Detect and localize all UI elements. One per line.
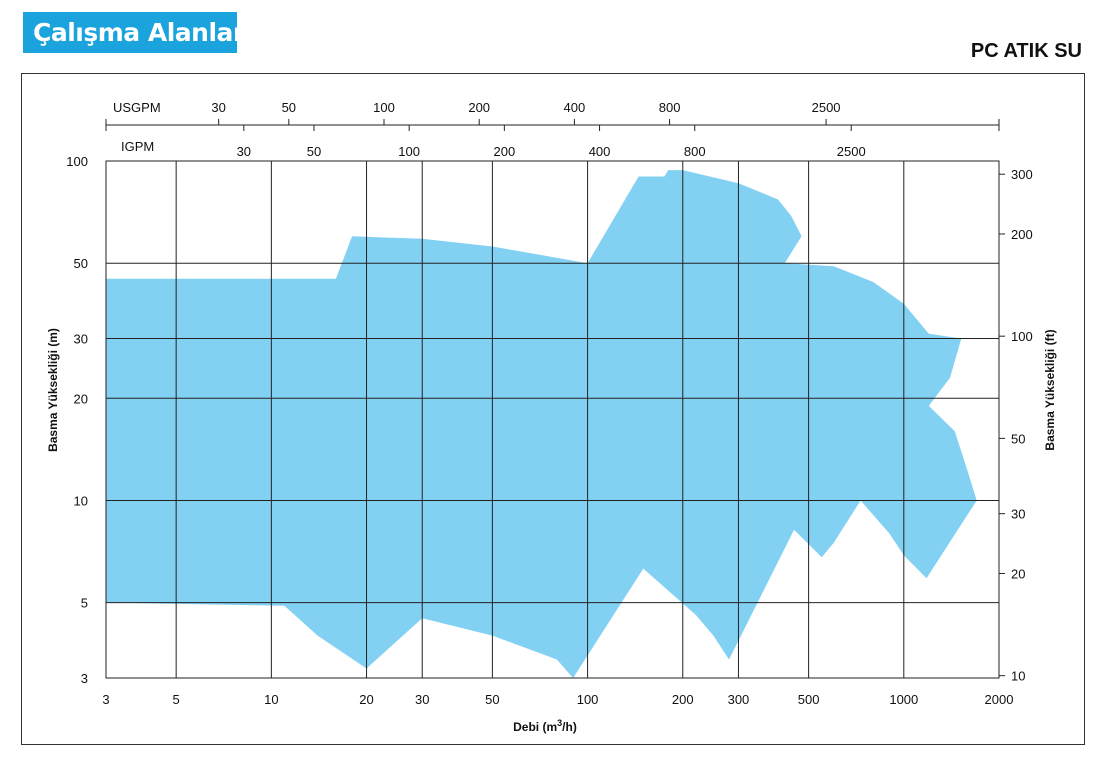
x-tick-label: 200 xyxy=(672,692,694,707)
y-right-tick-label: 20 xyxy=(1011,566,1025,581)
x-axis-title: Debi (m3/h) xyxy=(513,718,577,734)
y-tick-label: 50 xyxy=(74,256,88,271)
x-tick-label: 3 xyxy=(102,692,109,707)
x-tick-label: 500 xyxy=(798,692,820,707)
x-tick-label: 1000 xyxy=(889,692,918,707)
y-right-tick-label: 30 xyxy=(1011,507,1025,522)
y-right-tick-label: 50 xyxy=(1011,431,1025,446)
y-tick-label: 3 xyxy=(81,671,88,686)
igpm-tick-label: 50 xyxy=(307,144,321,159)
igpm-tick-label: 200 xyxy=(494,144,516,159)
y-tick-label: 10 xyxy=(74,493,88,508)
igpm-tick-label: 800 xyxy=(684,144,706,159)
igpm-tick-label: 30 xyxy=(237,144,251,159)
usgpm-tick-label: 800 xyxy=(659,100,681,115)
usgpm-tick-label: 2500 xyxy=(812,100,841,115)
y-tick-label: 30 xyxy=(74,332,88,347)
x-tick-label: 30 xyxy=(415,692,429,707)
usgpm-tick-label: 50 xyxy=(282,100,296,115)
igpm-tick-label: 400 xyxy=(589,144,611,159)
usgpm-tick-label: 400 xyxy=(564,100,586,115)
y-right-tick-label: 100 xyxy=(1011,329,1033,344)
x-tick-label: 10 xyxy=(264,692,278,707)
x-tick-label: 100 xyxy=(577,692,599,707)
x-tick-label: 50 xyxy=(485,692,499,707)
usgpm-label: USGPM xyxy=(113,100,161,115)
usgpm-tick-label: 30 xyxy=(211,100,225,115)
title-banner: Çalışma Alanları xyxy=(23,12,253,53)
y-axis-title-right: Basma Yüksekliği (ft) xyxy=(1043,329,1057,450)
operating-envelope xyxy=(106,170,977,678)
product-name: PC ATIK SU xyxy=(970,40,1082,62)
x-tick-label: 300 xyxy=(728,692,750,707)
y-right-tick-label: 200 xyxy=(1011,227,1033,242)
igpm-label: IGPM xyxy=(121,139,154,154)
page-title: Çalışma Alanları xyxy=(33,18,253,47)
usgpm-tick-label: 100 xyxy=(373,100,395,115)
y-axis-title: Basma Yüksekliği (m) xyxy=(46,328,60,452)
x-tick-label: 20 xyxy=(359,692,373,707)
chart-frame xyxy=(21,73,1085,745)
y-tick-label: 100 xyxy=(66,154,88,169)
x-tick-label: 5 xyxy=(173,692,180,707)
y-tick-label: 5 xyxy=(81,596,88,611)
x-tick-label: 2000 xyxy=(985,692,1014,707)
y-right-tick-label: 300 xyxy=(1011,167,1033,182)
y-tick-label: 20 xyxy=(74,391,88,406)
igpm-tick-label: 100 xyxy=(398,144,420,159)
usgpm-tick-label: 200 xyxy=(468,100,490,115)
y-right-tick-label: 10 xyxy=(1011,669,1025,684)
igpm-tick-label: 2500 xyxy=(837,144,866,159)
